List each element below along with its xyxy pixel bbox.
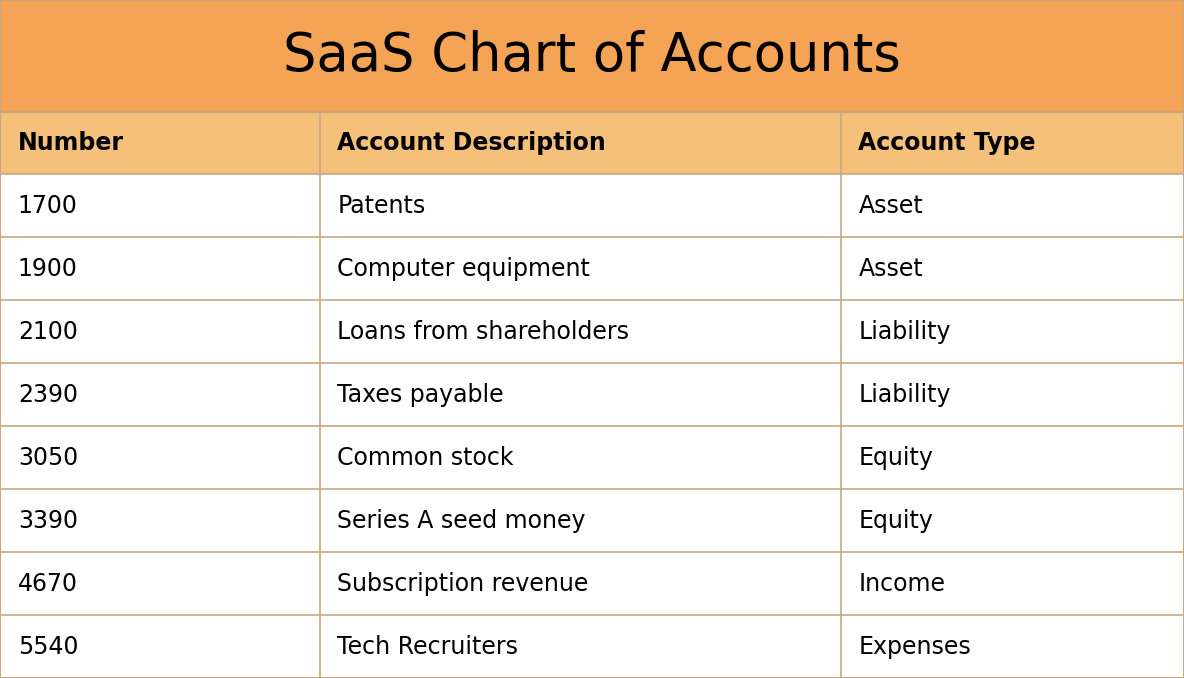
Text: Tech Recruiters: Tech Recruiters	[337, 635, 519, 658]
Text: 1900: 1900	[18, 257, 78, 281]
Bar	[0, 552, 1184, 615]
Bar	[0, 489, 1184, 552]
Text: SaaS Chart of Accounts: SaaS Chart of Accounts	[283, 30, 901, 82]
Text: Account Type: Account Type	[858, 131, 1036, 155]
Text: 1700: 1700	[18, 194, 78, 218]
Bar	[0, 300, 1184, 363]
Text: Equity: Equity	[858, 508, 933, 533]
Text: Liability: Liability	[858, 319, 951, 344]
Bar	[0, 363, 1184, 426]
Text: Asset: Asset	[858, 257, 924, 281]
Bar	[0, 0, 1184, 112]
Text: 2100: 2100	[18, 319, 78, 344]
Text: 5540: 5540	[18, 635, 78, 658]
Text: Expenses: Expenses	[858, 635, 971, 658]
Text: 3050: 3050	[18, 445, 78, 470]
Text: Asset: Asset	[858, 194, 924, 218]
Text: Liability: Liability	[858, 382, 951, 407]
Bar	[0, 174, 1184, 237]
Text: Account Description: Account Description	[337, 131, 606, 155]
Bar	[0, 112, 1184, 174]
Text: Computer equipment: Computer equipment	[337, 257, 591, 281]
Text: Patents: Patents	[337, 194, 426, 218]
Bar	[0, 615, 1184, 678]
Text: Income: Income	[858, 572, 945, 595]
Text: Number: Number	[18, 131, 124, 155]
Text: Common stock: Common stock	[337, 445, 514, 470]
Bar	[0, 426, 1184, 489]
Text: Taxes payable: Taxes payable	[337, 382, 504, 407]
Text: Equity: Equity	[858, 445, 933, 470]
Text: Subscription revenue: Subscription revenue	[337, 572, 588, 595]
Text: 3390: 3390	[18, 508, 78, 533]
Text: 2390: 2390	[18, 382, 78, 407]
Text: 4670: 4670	[18, 572, 78, 595]
Bar	[0, 237, 1184, 300]
Text: Series A seed money: Series A seed money	[337, 508, 586, 533]
Text: Loans from shareholders: Loans from shareholders	[337, 319, 630, 344]
